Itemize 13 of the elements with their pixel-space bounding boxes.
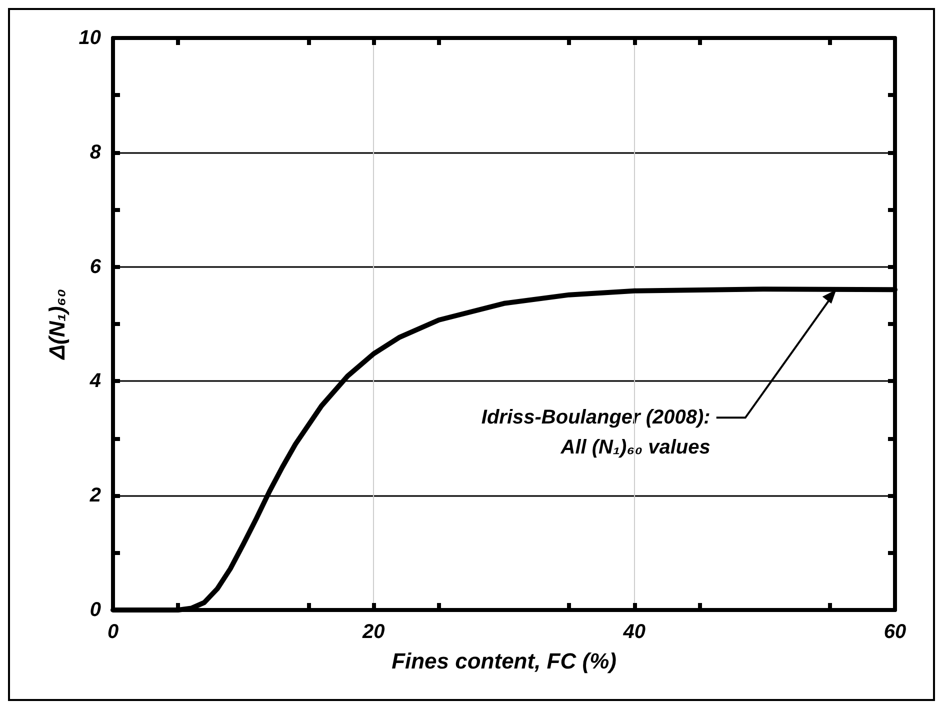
x-tick-label: 20: [362, 621, 385, 643]
y-axis-title: Δ(N₁)₆₀: [44, 288, 70, 360]
annotation: Idriss-Boulanger (2008): All (N₁)₆₀ values: [481, 406, 710, 459]
y-tick-label: 4: [88, 370, 101, 392]
y-tick-label: 2: [88, 484, 101, 507]
x-tick-label: 0: [107, 621, 119, 643]
x-axis-title: Fines content, FC (%): [392, 648, 616, 674]
y-tick-label: 0: [90, 599, 101, 621]
y-tick-label: 10: [78, 27, 101, 49]
y-tick-label: 8: [90, 141, 102, 164]
x-tick-label: 60: [884, 621, 906, 643]
x-tick-label: 40: [622, 621, 646, 643]
y-tick-label: 6: [90, 256, 102, 278]
